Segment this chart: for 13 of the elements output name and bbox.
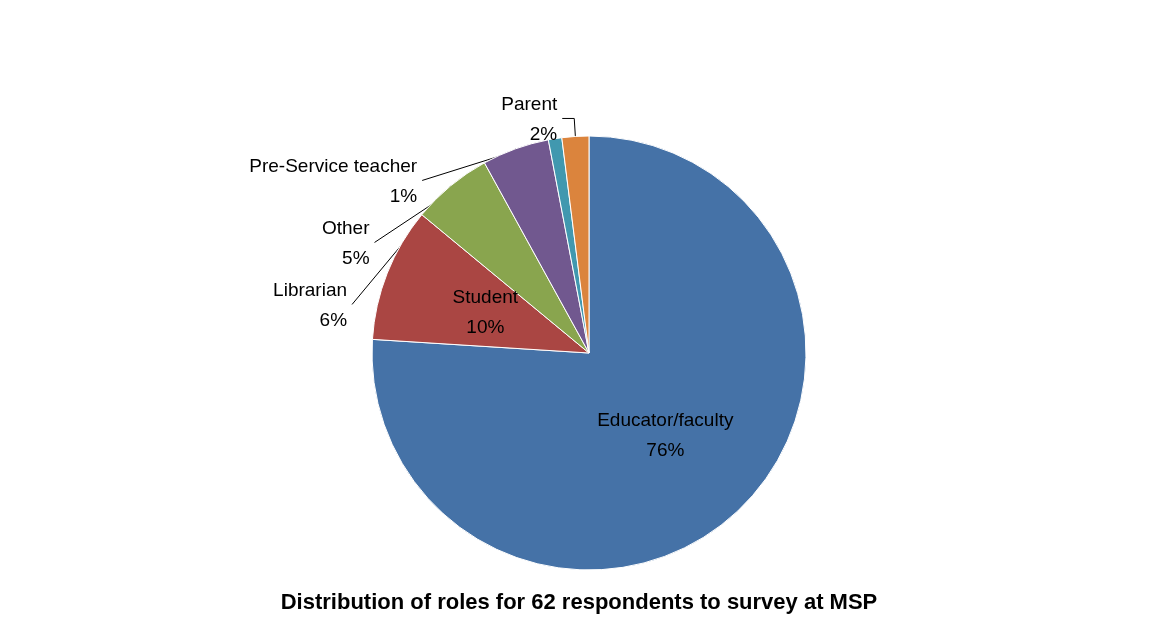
slice-label: Librarian (273, 278, 348, 300)
text: Distribution of roles for 62 respondents to survey at MSP (280, 588, 878, 614)
slice-label: Educator/faculty (597, 408, 734, 430)
slice-label: Student (452, 286, 519, 308)
slice-label: Pre-Service teacher (249, 154, 418, 176)
data-label: 10% (466, 316, 505, 338)
slice-label: Parent (501, 92, 558, 114)
data-label: 76% (646, 438, 685, 460)
data-label: 6% (319, 308, 348, 330)
data-label: 1% (389, 184, 418, 206)
data-label: 5% (342, 246, 370, 268)
slice-label: Other (322, 216, 371, 238)
data-label: 2% (529, 122, 558, 144)
